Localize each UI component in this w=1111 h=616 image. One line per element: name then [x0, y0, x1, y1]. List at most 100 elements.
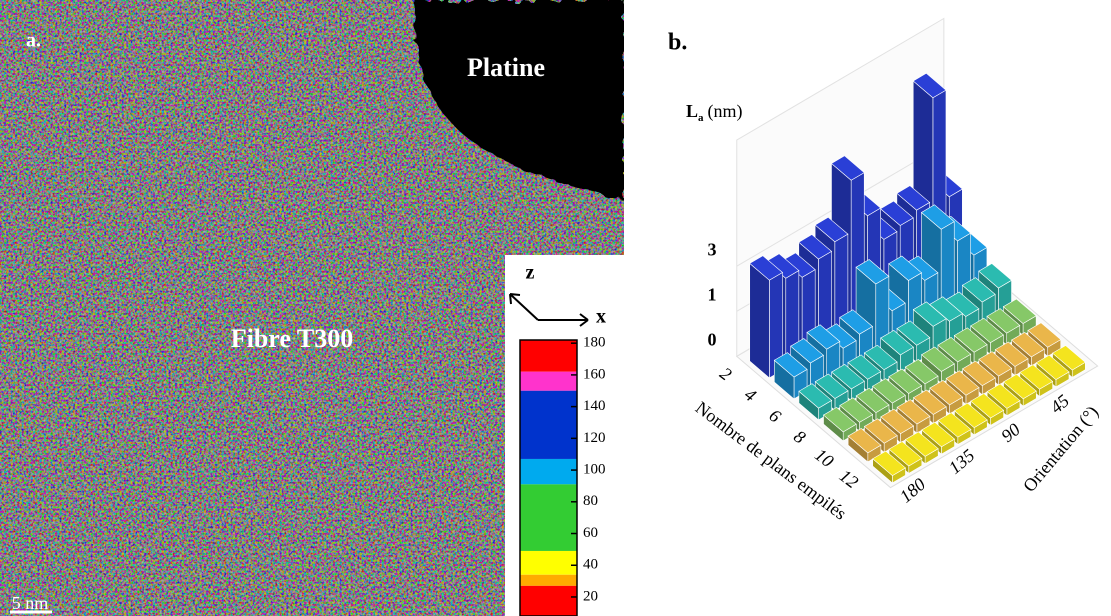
bar-top: [1003, 373, 1037, 400]
bar-top: [896, 320, 931, 346]
bar-top: [888, 255, 923, 281]
bar-top: [1011, 332, 1045, 358]
x-tick-label: 8: [790, 426, 809, 447]
x-tick-label: 4: [741, 384, 760, 405]
bar-top: [921, 421, 956, 448]
bar-top: [1035, 354, 1070, 380]
bar: [904, 431, 939, 465]
colorbar-segment: [520, 484, 577, 551]
bar-top: [831, 364, 865, 390]
platine-label: Platine: [467, 53, 545, 82]
bar-top: [839, 309, 873, 335]
bar-top: [937, 412, 972, 438]
bar-top: [839, 397, 874, 423]
bar-top: [961, 277, 996, 303]
colorbar-segment: [520, 371, 577, 391]
colorbar-tick-label: 140: [583, 398, 606, 414]
colorbar: 180 160 140 120 100 80 60 40 20: [519, 335, 606, 616]
bar: [847, 428, 882, 463]
bar: [823, 407, 857, 442]
bar-top: [978, 263, 1013, 289]
colorbar-segment: [520, 458, 577, 485]
bar-top: [814, 373, 849, 399]
bar-top: [896, 185, 931, 211]
bar-top: [872, 450, 906, 476]
bar-top: [994, 341, 1029, 367]
colorbar-segment: [520, 340, 577, 372]
colorbar-frame: [519, 339, 578, 616]
bar-top: [1052, 345, 1086, 371]
bar-top: [880, 330, 914, 356]
x-tick-label: 6: [765, 405, 784, 426]
bar: [749, 255, 783, 379]
y-axis-label: Orientation (°): [1019, 402, 1103, 496]
bar-top: [962, 360, 996, 387]
x-tick-label: 2: [716, 363, 735, 384]
bar-top: [855, 387, 890, 414]
bar: [872, 450, 906, 484]
colorbar-tick-label: 40: [583, 557, 598, 573]
bar: [798, 383, 833, 421]
z-tick-label: 0: [708, 329, 717, 349]
bar-top: [912, 301, 947, 327]
bar-top: [888, 441, 923, 467]
colorbar-tick-label: 20: [583, 588, 598, 604]
bar-top: [904, 431, 939, 457]
bar-top: [773, 352, 808, 378]
bar-top: [765, 253, 800, 279]
axis-x-label: x: [596, 306, 606, 328]
fibre-label: Fibre T300: [231, 324, 354, 353]
x-tick-label: 10: [811, 444, 837, 471]
bar-top: [798, 383, 833, 409]
colorbar-tick-label: 60: [583, 525, 598, 541]
bar-top: [863, 418, 898, 444]
colorbar-segment: [520, 390, 577, 459]
colorbar-tick-label: 180: [583, 335, 606, 351]
bar-top: [937, 337, 972, 363]
colorbar-segment: [520, 585, 577, 616]
bar-top: [986, 383, 1021, 409]
bar-top: [814, 216, 849, 243]
bar-top: [847, 354, 882, 380]
bar-top: [823, 407, 857, 433]
colorbar-tick-label: 80: [583, 493, 598, 509]
bar-top: [798, 234, 833, 260]
colorbar-tick-label: 100: [583, 462, 606, 478]
bar-top: [749, 255, 783, 281]
axis-z-label: z: [526, 262, 535, 284]
bar-top: [822, 323, 857, 349]
bar-top: [912, 72, 947, 99]
tem-image: [0, 0, 624, 616]
scale-bar-label: 5 nm: [12, 593, 49, 613]
bar-top: [872, 378, 906, 404]
bar-top: [970, 393, 1005, 419]
axis-arrows: [509, 293, 589, 327]
y-tick-label: 90: [997, 419, 1024, 446]
bar-top: [904, 359, 939, 385]
panel-label: b.: [668, 30, 687, 56]
bar-side: [749, 262, 770, 379]
bar-top: [880, 200, 914, 226]
bar-top: [904, 255, 939, 281]
bar-top: [847, 428, 882, 454]
colorbar-segment: [520, 550, 577, 575]
panel-label: a.: [26, 30, 41, 52]
bar-top: [921, 346, 955, 372]
bar-top: [953, 402, 988, 428]
bar-top: [986, 308, 1021, 334]
bar-top: [929, 380, 964, 406]
bar-top: [945, 370, 980, 396]
bar-top: [896, 399, 931, 425]
bar-top: [953, 327, 988, 353]
bar-top: [855, 259, 890, 285]
bar-top: [830, 155, 865, 181]
bar-top: [978, 351, 1013, 377]
bar-top: [880, 408, 915, 435]
bar-top: [920, 204, 955, 230]
platine-region: [414, 0, 624, 200]
bar-top: [888, 368, 923, 394]
bar-top: [790, 338, 824, 364]
z-axis-label: La (nm): [686, 101, 743, 123]
